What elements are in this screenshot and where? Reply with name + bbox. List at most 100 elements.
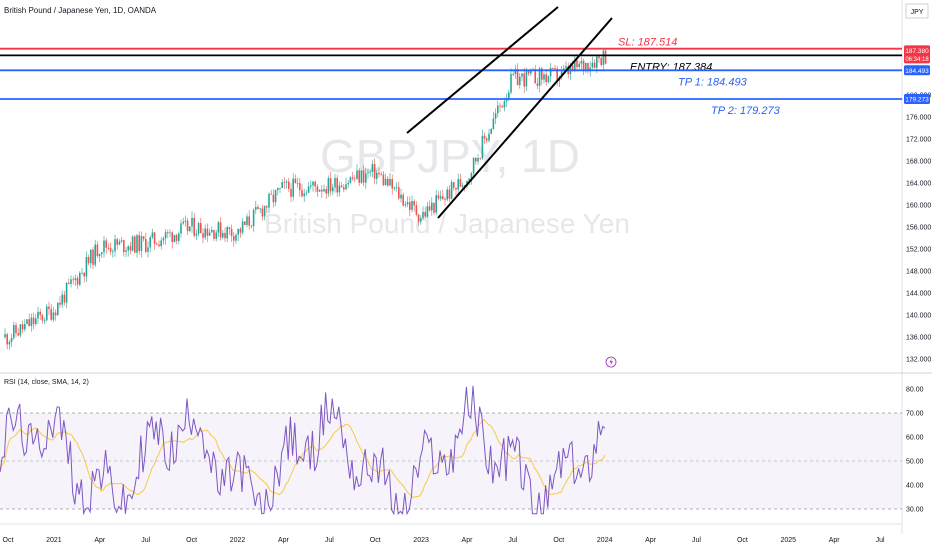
candle-body xyxy=(598,56,600,59)
candle-body xyxy=(151,232,154,238)
candle-body xyxy=(261,208,264,217)
candle-body xyxy=(329,178,332,192)
candle-body xyxy=(35,318,37,325)
candle-body xyxy=(281,182,283,188)
candle-body xyxy=(334,177,336,188)
candle-body xyxy=(461,185,464,187)
candle-body xyxy=(149,237,151,248)
candle-body xyxy=(417,214,420,222)
candle-body xyxy=(563,68,565,70)
candle-body xyxy=(545,74,547,83)
candle-body xyxy=(406,202,409,205)
candle-body xyxy=(136,235,138,253)
candle-body xyxy=(367,172,369,174)
candle-body xyxy=(54,312,57,316)
candle-body xyxy=(585,62,587,70)
candle-body xyxy=(565,66,567,69)
candle-body xyxy=(475,157,477,162)
candle-body xyxy=(362,170,365,183)
candle-body xyxy=(404,204,407,206)
candle-body xyxy=(389,178,391,186)
candle-body xyxy=(215,232,217,239)
time-tick-label: Jul xyxy=(141,537,150,544)
candle-body xyxy=(118,241,121,245)
candle-body xyxy=(195,233,198,236)
candle-body xyxy=(224,232,226,239)
price-tick-label: 164.000 xyxy=(906,181,931,188)
candle-body xyxy=(387,178,389,186)
candle-body xyxy=(175,234,178,241)
candle-body xyxy=(24,324,26,330)
candle-body xyxy=(6,334,8,345)
candle-body xyxy=(81,272,83,274)
candle-body xyxy=(10,337,13,342)
price-tag-label: 179.273 xyxy=(905,96,929,103)
candle-body xyxy=(351,177,354,179)
candle-body xyxy=(413,201,415,206)
candle-body xyxy=(398,187,400,199)
candle-body xyxy=(332,187,334,192)
candle-body xyxy=(492,118,495,129)
rsi-title: RSI (14, close, SMA, 14, 2) xyxy=(4,379,89,386)
candle-body xyxy=(189,226,191,232)
candle-body xyxy=(101,252,103,255)
candle-body xyxy=(549,67,552,77)
candle-body xyxy=(219,222,222,238)
candle-body xyxy=(316,186,319,192)
wedge-upper-trendline[interactable] xyxy=(406,6,559,134)
candle-body xyxy=(323,189,325,192)
candle-body xyxy=(527,70,530,74)
candle-body xyxy=(435,195,437,213)
candle-body xyxy=(248,216,250,226)
candle-body xyxy=(171,232,173,243)
candle-body xyxy=(120,240,123,242)
candle-body xyxy=(349,177,352,183)
candle-body xyxy=(543,74,545,80)
candle-body xyxy=(365,173,367,183)
candle-body xyxy=(380,174,382,175)
candle-body xyxy=(373,164,376,179)
candle-body xyxy=(109,247,112,252)
candle-body xyxy=(519,76,521,86)
rsi-tick-label: 80.00 xyxy=(906,387,924,394)
candle-body xyxy=(277,187,279,191)
candle-body xyxy=(255,206,257,210)
candle-body xyxy=(57,302,59,316)
candle-body xyxy=(523,73,525,87)
candle-body xyxy=(481,135,484,159)
time-tick-label: 2025 xyxy=(781,537,797,544)
candle-body xyxy=(134,236,136,253)
candle-body xyxy=(182,221,184,224)
candle-body xyxy=(448,189,451,199)
candle-body xyxy=(123,240,125,253)
candle-body xyxy=(358,170,360,183)
candle-body xyxy=(180,223,182,234)
wedge-lower-trendline[interactable] xyxy=(437,17,613,219)
candle-body xyxy=(274,190,277,203)
candle-body xyxy=(90,249,92,264)
candle-body xyxy=(486,138,488,141)
candle-body xyxy=(310,185,312,187)
candle-body xyxy=(13,325,15,338)
candle-body xyxy=(290,188,292,197)
candle-body xyxy=(39,311,41,316)
candle-body xyxy=(395,187,398,189)
candle-body xyxy=(145,239,147,252)
watermark-name: British Pound / Japanese Yen xyxy=(264,208,630,239)
time-tick-label: Jul xyxy=(692,537,701,544)
candle-body xyxy=(288,181,290,189)
candle-body xyxy=(52,312,55,320)
candle-body xyxy=(538,68,541,86)
rsi-tick-label: 40.00 xyxy=(906,483,924,490)
candle-body xyxy=(257,206,259,209)
candle-body xyxy=(15,325,17,334)
candle-body xyxy=(48,306,50,310)
candle-body xyxy=(167,232,169,234)
time-tick-label: 2022 xyxy=(230,537,246,544)
candle-body xyxy=(186,220,189,232)
candle-body xyxy=(512,74,514,75)
time-tick-label: Oct xyxy=(553,537,564,544)
candle-body xyxy=(266,206,268,208)
candle-body xyxy=(340,185,343,188)
